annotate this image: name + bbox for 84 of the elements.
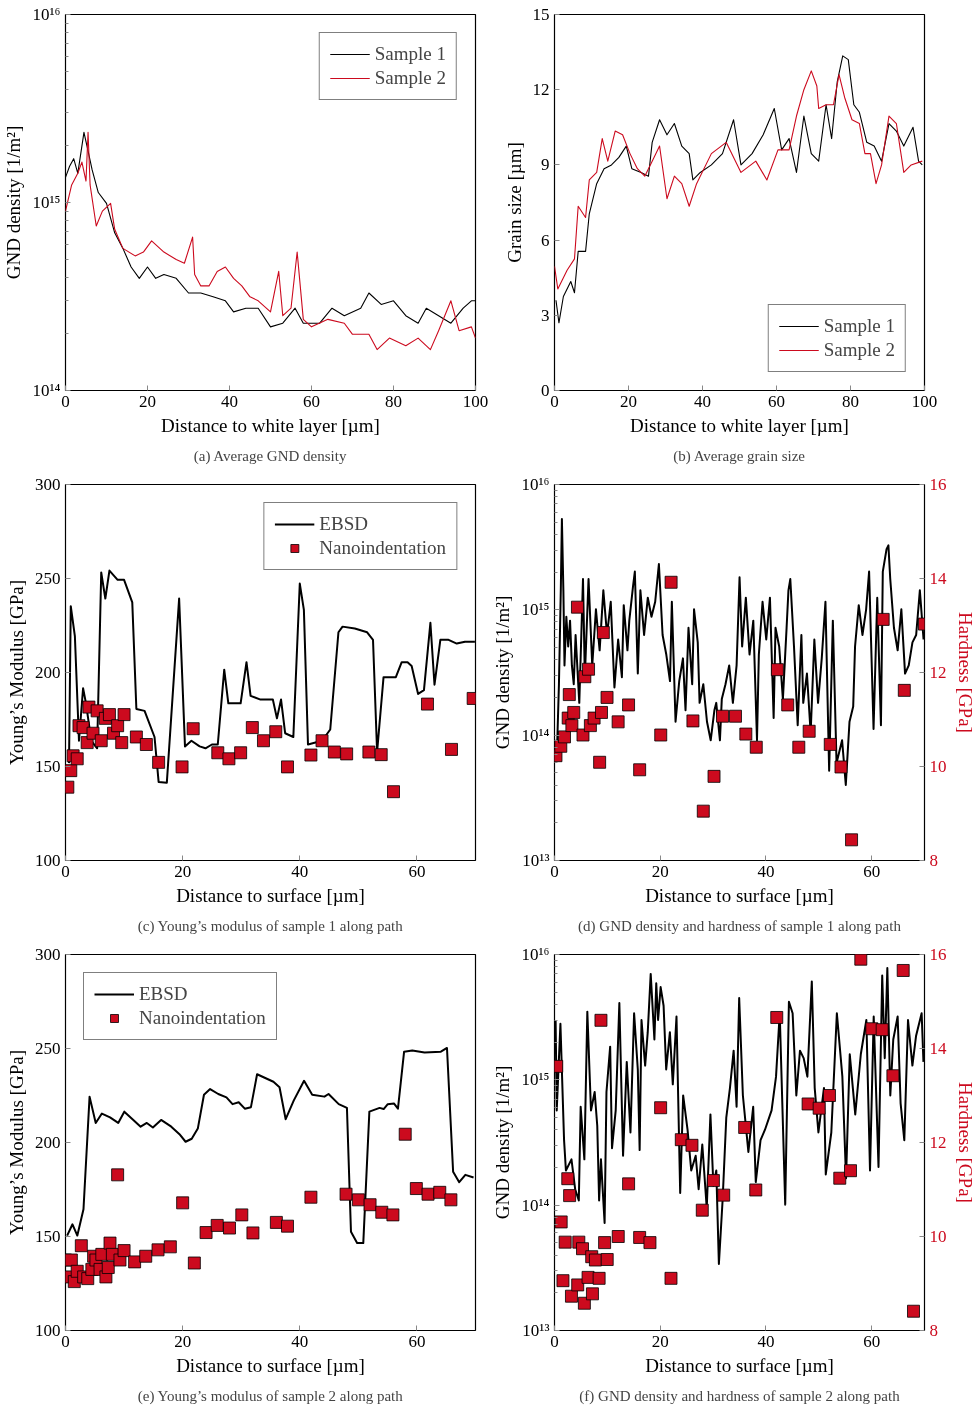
x-tick-label: 100: [911, 391, 938, 411]
y-tick-label: 10¹⁵: [521, 600, 550, 620]
y2-tick-label: 8: [929, 1321, 938, 1340]
x-axis-title: Distance to surface [µm]: [176, 884, 365, 906]
y-axis-title: GND density [1/m²]: [492, 1065, 514, 1220]
text: (e) Young’s modulus of sample 2 along path: [137, 1387, 404, 1405]
x-tick-label: 40: [221, 391, 238, 411]
x-tick-label: 80: [385, 391, 402, 411]
x-axis-title: Distance to surface [µm]: [645, 1354, 834, 1376]
y-axis-title: Young’s Modulus [GPa]: [6, 580, 27, 765]
y-tick-label: 10¹³: [522, 1321, 550, 1340]
y-tick-label: 9: [541, 155, 550, 175]
y-tick-label: 10¹³: [522, 851, 550, 870]
x-tick-label: 40: [291, 1331, 309, 1351]
x-tick-label: 100: [462, 391, 489, 411]
y2-tick-label: 14: [929, 569, 947, 588]
legend-label: EBSD: [139, 983, 188, 1005]
x-tick-label: 40: [291, 861, 309, 881]
y-tick-label: 10¹⁵: [32, 193, 61, 212]
y2-tick-label: 10: [929, 1227, 947, 1246]
y-tick-label: 150: [35, 1227, 61, 1246]
y-axis-title: GND density [1/m²]: [3, 125, 25, 280]
y-tick-label: 10¹⁵: [521, 1070, 550, 1090]
y-tick-label: 10¹⁴: [521, 725, 550, 745]
y-tick-label: 150: [35, 757, 61, 776]
y-axis-title: Grain size [µm]: [503, 142, 525, 263]
legend-label: Nanoindentation: [139, 1007, 266, 1029]
y2-tick-label: 14: [929, 1039, 947, 1058]
text: (b) Average grain size: [673, 447, 806, 465]
y-tick-label: 10¹⁴: [521, 1195, 550, 1215]
legend-label: Sample 1: [823, 315, 895, 337]
y-tick-label: 10¹⁶: [521, 475, 550, 494]
text: (a) Average GND density: [193, 447, 347, 465]
x-tick-label: 60: [768, 391, 785, 411]
y-tick-label: 250: [35, 569, 61, 588]
x-tick-label: 60: [408, 1331, 426, 1351]
x-tick-label: 40: [757, 861, 775, 881]
y-tick-label: 3: [541, 305, 550, 325]
y2-tick-label: 12: [929, 663, 947, 682]
y-tick-label: 250: [35, 1039, 61, 1058]
text: (c) Young’s modulus of sample 1 along path: [137, 917, 404, 935]
x-axis-title: Distance to surface [µm]: [176, 1354, 365, 1376]
legend-label: Sample 1: [374, 43, 446, 65]
x-tick-label: 80: [842, 391, 859, 411]
x-tick-label: 40: [757, 1331, 775, 1351]
y-tick-label: 12: [532, 80, 550, 100]
x-tick-label: 20: [139, 391, 156, 411]
x-tick-label: 60: [408, 861, 426, 881]
y2-tick-label: 16: [929, 475, 947, 494]
y-tick-label: 6: [541, 230, 550, 250]
y-tick-label: 10¹⁴: [32, 381, 61, 400]
x-tick-label: 20: [174, 1331, 192, 1351]
y-tick-label: 200: [35, 663, 61, 682]
y2-tick-label: 10: [929, 757, 947, 776]
text: (f) GND density and hardness of sample 2 along path: [579, 1387, 901, 1405]
x-tick-label: 20: [174, 861, 192, 881]
y-tick-label: 10¹⁶: [32, 5, 61, 24]
x-axis-title: Distance to white layer [µm]: [161, 414, 380, 436]
legend-label: Sample 2: [823, 339, 895, 361]
x-tick-label: 20: [620, 391, 637, 411]
x-tick-label: 60: [863, 861, 881, 881]
y-tick-label: 15: [532, 5, 550, 24]
legend-label: EBSD: [319, 513, 368, 535]
y-tick-label: 200: [35, 1133, 61, 1152]
x-tick-label: 20: [651, 1331, 669, 1351]
text: (d) GND density and hardness of sample 1 along path: [578, 917, 902, 935]
y2-axis-title: Hardness [GPa]: [954, 1082, 976, 1203]
y-tick-label: 300: [35, 945, 61, 964]
legend-label: Nanoindentation: [319, 537, 446, 559]
y2-axis-title: Hardness [GPa]: [954, 612, 976, 733]
x-axis-title: Distance to white layer [µm]: [630, 414, 849, 436]
y2-tick-label: 16: [929, 945, 947, 964]
y2-tick-label: 12: [929, 1133, 947, 1152]
x-tick-label: 60: [303, 391, 320, 411]
legend-label: Sample 2: [374, 67, 446, 89]
y-tick-label: 300: [35, 475, 61, 494]
y2-tick-label: 8: [929, 851, 938, 870]
x-axis-title: Distance to surface [µm]: [645, 884, 834, 906]
y-axis-title: GND density [1/m²]: [492, 595, 514, 750]
x-tick-label: 60: [863, 1331, 881, 1351]
y-tick-label: 10¹⁶: [521, 945, 550, 964]
y-axis-title: Young’s Modulus [GPa]: [6, 1050, 27, 1235]
x-tick-label: 20: [651, 861, 669, 881]
x-tick-label: 40: [694, 391, 711, 411]
